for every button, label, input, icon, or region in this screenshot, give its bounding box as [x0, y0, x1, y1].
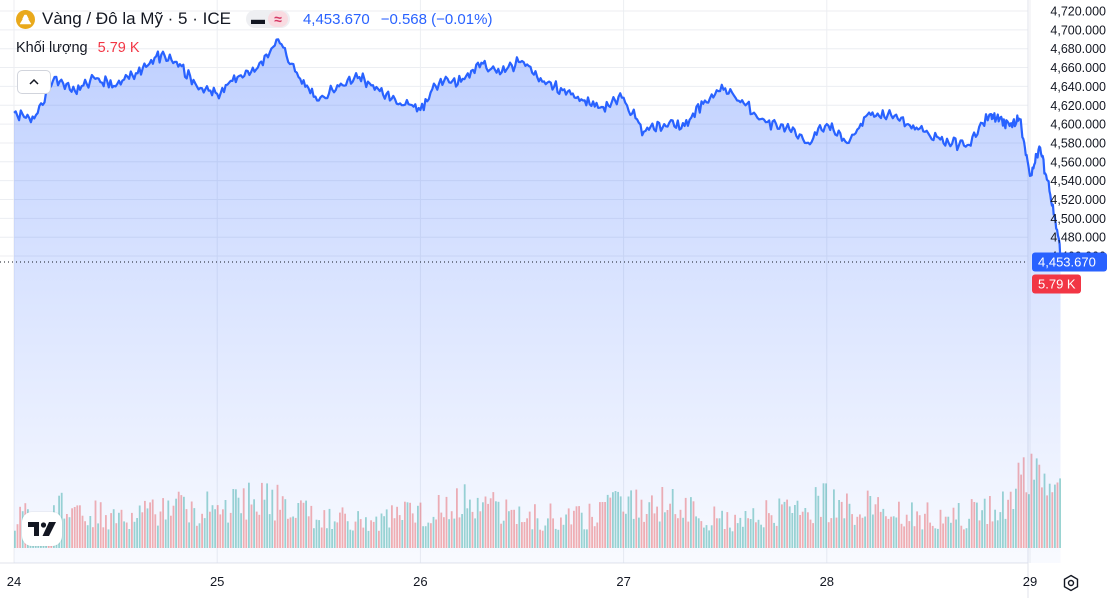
y-tick-label: 4,600.000 — [1050, 118, 1106, 132]
price-change: −0.568 (−0.01%) — [380, 10, 493, 28]
last-price-badge-text: 4,453.670 — [1038, 255, 1096, 270]
last-volume-badge: 5.79 K — [1032, 274, 1081, 294]
y-tick-label: 4,660.000 — [1050, 61, 1106, 75]
collapse-legend-button[interactable] — [17, 70, 51, 94]
current-price: 4,453.670 — [302, 10, 370, 28]
chart-legend-header: Vàng / Đô la Mỹ · 5 · ICE ▬ ≈ 4,453.670 … — [16, 9, 492, 29]
x-tick-label: 28 — [820, 574, 834, 589]
y-tick-label: 4,580.000 — [1050, 136, 1106, 150]
y-tick-label: 4,560.000 — [1050, 155, 1106, 169]
last-volume-badge-text: 5.79 K — [1038, 277, 1076, 292]
tradingview-logo-icon[interactable] — [22, 512, 62, 546]
volume-legend: Khối lượng 5.79 K — [16, 40, 140, 56]
y-tick-label: 4,700.000 — [1050, 23, 1106, 37]
x-tick-label: 27 — [616, 574, 630, 589]
last-price-badge: 4,453.670 — [1032, 252, 1107, 272]
y-tick-label: 4,480.000 — [1050, 231, 1106, 245]
volume-value: 5.79 K — [97, 40, 140, 56]
symbol-title[interactable]: Vàng / Đô la Mỹ · 5 · ICE — [42, 9, 231, 28]
x-tick-label: 29 — [1023, 574, 1037, 589]
x-tick-label: 26 — [413, 574, 427, 589]
y-axis: 4,460.0004,480.0004,500.0004,520.0004,54… — [1050, 5, 1106, 264]
volume-label: Khối lượng — [16, 40, 88, 56]
x-axis: 24 25 26 27 28 29 — [7, 574, 1037, 589]
y-tick-label: 4,620.000 — [1050, 99, 1106, 113]
legend-toggle-pill[interactable]: ▬ ≈ — [245, 10, 290, 28]
settings-icon[interactable] — [1060, 572, 1082, 594]
y-tick-label: 4,640.000 — [1050, 80, 1106, 94]
y-tick-label: 4,540.000 — [1050, 174, 1106, 188]
price-line — [13, 38, 1062, 263]
y-tick-label: 4,680.000 — [1050, 42, 1106, 56]
x-tick-label: 25 — [210, 574, 224, 589]
chevron-up-icon — [29, 78, 39, 85]
y-tick-label: 4,520.000 — [1050, 193, 1106, 207]
y-tick-label: 4,720.000 — [1050, 5, 1106, 19]
gold-coin-icon — [16, 9, 35, 29]
price-area-fill — [14, 39, 1061, 564]
minus-icon[interactable]: ▬ — [250, 11, 265, 27]
x-tick-label: 24 — [7, 574, 21, 589]
wave-icon[interactable]: ≈ — [267, 11, 288, 27]
y-tick-label: 4,500.000 — [1050, 212, 1106, 226]
